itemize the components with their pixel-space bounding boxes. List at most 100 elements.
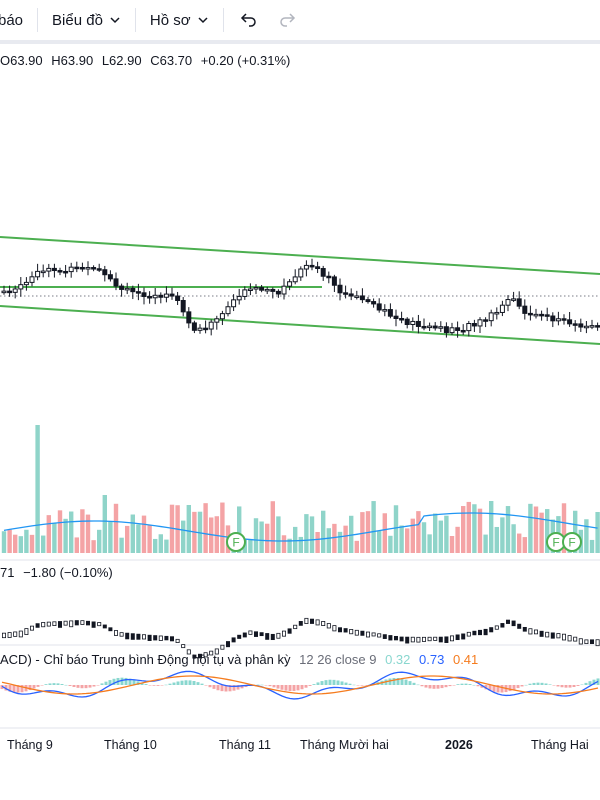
volume-bar	[136, 524, 141, 553]
redo-button[interactable]	[278, 0, 296, 40]
secondary-candle	[231, 637, 236, 643]
volume-bar	[472, 504, 477, 553]
candle-body	[359, 295, 365, 301]
secondary-candle	[332, 625, 337, 632]
macd-histogram-bar	[20, 685, 24, 693]
macd-histogram-bar	[172, 682, 176, 685]
secondary-candle	[304, 617, 309, 624]
candle-body	[387, 309, 393, 317]
macd-histogram-bar	[444, 685, 448, 688]
macd-histogram-bar	[8, 685, 12, 692]
candlestick-series	[1, 258, 600, 338]
macd-histogram-bar	[452, 685, 456, 686]
macd-histogram-bar	[204, 685, 208, 686]
secondary-candle	[265, 633, 270, 640]
volume-bar	[304, 514, 309, 553]
macd-histogram-bar	[292, 685, 296, 691]
volume-bar	[410, 518, 415, 553]
macd-histogram-bar	[556, 685, 560, 687]
volume-bar	[119, 537, 124, 553]
macd-histogram-bar	[300, 685, 304, 690]
candle-body	[1, 290, 7, 294]
macd-histogram-bar	[96, 685, 100, 686]
secondary-candle	[29, 625, 34, 631]
toolbar-partial-item[interactable]: báo	[0, 0, 23, 40]
macd-histogram-bar	[488, 685, 492, 691]
macd-histogram-bar	[548, 684, 552, 685]
macd-histogram-bar	[332, 679, 336, 685]
ohlc-close: C63.70	[150, 53, 193, 68]
secondary-candle	[18, 630, 23, 638]
candle-body	[186, 311, 192, 324]
chart-menu-button[interactable]: Biểu đồ	[52, 0, 121, 40]
volume-bar	[186, 504, 191, 553]
ohlc-open: O63.90	[0, 53, 43, 68]
candle-body	[119, 285, 125, 290]
macd-histogram-bar	[592, 679, 596, 685]
macd-histogram-bar	[576, 685, 580, 686]
secondary-candle	[562, 633, 567, 641]
macd-histogram-bar	[40, 685, 44, 686]
macd-histogram-bar	[220, 685, 224, 692]
volume-bar	[203, 503, 208, 553]
chevron-down-icon	[198, 17, 208, 24]
secondary-candle	[147, 634, 152, 641]
macd-histogram-bar	[12, 685, 16, 693]
volume-bar	[388, 535, 393, 553]
secondary-candle	[410, 636, 415, 643]
macd-histogram-bar	[160, 685, 164, 686]
macd-histogram-bar	[216, 685, 220, 691]
macd-histogram-bar	[560, 685, 564, 688]
secondary-candle	[58, 621, 63, 628]
volume-bar	[444, 515, 449, 553]
secondary-candle	[489, 627, 494, 633]
volume-bar	[13, 534, 18, 553]
candle-body	[315, 266, 321, 270]
secondary-candle	[203, 652, 208, 658]
ohlc-change: +0.20 (+0.31%)	[200, 53, 291, 68]
undo-button[interactable]	[240, 0, 258, 40]
channel-upper-line[interactable]	[0, 236, 600, 275]
candle-body	[544, 314, 550, 317]
volume-bar	[69, 511, 74, 553]
secondary-candle	[175, 638, 180, 643]
volume-bar	[29, 534, 35, 553]
volume-bar	[595, 511, 600, 553]
secondary-candle	[52, 621, 57, 627]
macd-histogram-bar	[428, 685, 432, 689]
candle-body	[287, 281, 293, 287]
volume-bar	[477, 508, 483, 553]
candle-body	[74, 266, 80, 270]
macd-histogram-bar	[0, 685, 4, 690]
secondary-candle	[119, 632, 124, 637]
secondary-candle	[114, 630, 119, 636]
volume-bar	[35, 425, 40, 553]
secondary-candle	[326, 623, 331, 629]
macd-histogram-bar	[232, 685, 236, 691]
profile-menu-button[interactable]: Hồ sơ	[150, 0, 209, 40]
macd-histogram-bar	[268, 685, 272, 687]
macd-histogram-bar	[188, 680, 192, 685]
secondary-candle	[517, 623, 522, 629]
candle-body	[130, 287, 136, 293]
secondary-candle	[315, 619, 320, 626]
event-marker-icon	[226, 532, 246, 552]
volume-bar	[1, 531, 7, 553]
candle-body	[242, 289, 248, 297]
secondary-candle	[505, 619, 510, 624]
macd-histogram-bar	[236, 685, 240, 690]
volume-bar	[589, 539, 595, 553]
candle-body	[113, 278, 119, 287]
secondary-candle	[550, 632, 555, 639]
chevron-down-icon	[110, 17, 120, 24]
secondary-candle	[164, 635, 169, 641]
secondary-candle	[192, 654, 197, 659]
macd-histogram-bar	[84, 685, 88, 689]
channel-lower-line[interactable]	[0, 305, 600, 345]
secondary-candle	[181, 644, 186, 649]
candle-body	[555, 318, 561, 322]
candle-body	[460, 329, 466, 333]
candle-body	[427, 325, 433, 329]
